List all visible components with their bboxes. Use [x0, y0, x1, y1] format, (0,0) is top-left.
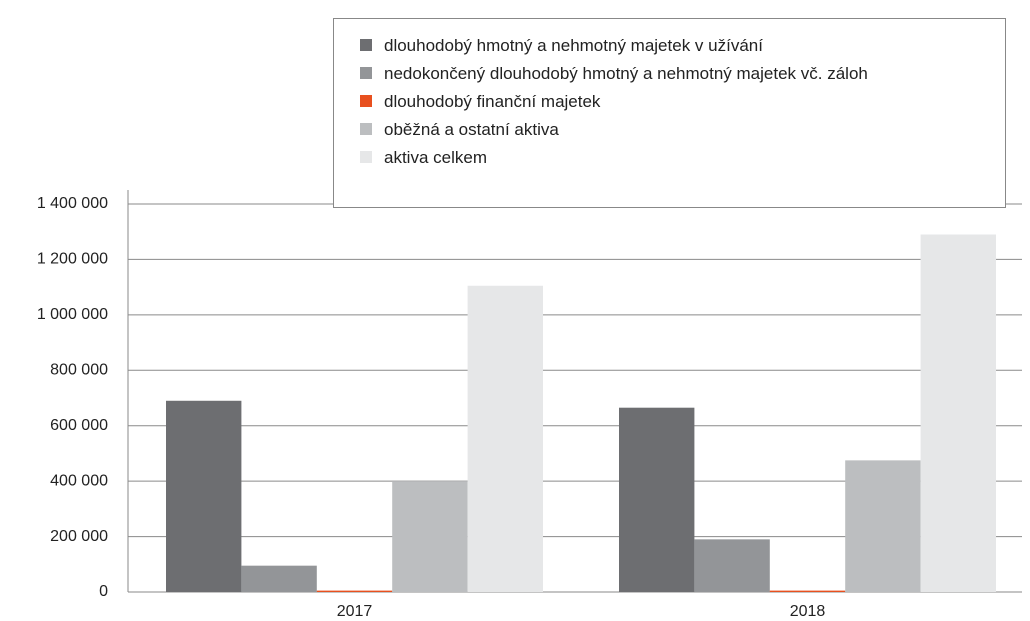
legend-swatch	[360, 67, 372, 79]
bar	[619, 407, 695, 592]
legend: dlouhodobý hmotný a nehmotný majetek v u…	[333, 18, 1006, 208]
y-tick-label: 1 000 000	[37, 306, 108, 323]
legend-item: oběžná a ostatní aktiva	[360, 117, 985, 142]
legend-item: dlouhodobý hmotný a nehmotný majetek v u…	[360, 33, 985, 58]
y-tick-label: 800 000	[50, 362, 108, 379]
x-tick-label: 2017	[337, 603, 373, 620]
legend-label: aktiva celkem	[384, 148, 487, 167]
x-tick-label: 2018	[790, 603, 826, 620]
bar	[694, 539, 770, 592]
bar	[166, 400, 242, 592]
legend-swatch	[360, 95, 372, 107]
bar	[467, 285, 543, 592]
bar	[769, 590, 846, 592]
y-tick-label: 600 000	[50, 417, 108, 434]
bar	[241, 565, 317, 592]
legend-swatch	[360, 151, 372, 163]
legend-swatch	[360, 39, 372, 51]
y-tick-label: 1 200 000	[37, 251, 108, 268]
bar	[392, 481, 468, 592]
bar	[920, 234, 996, 592]
legend-item: aktiva celkem	[360, 145, 985, 170]
bar	[845, 460, 921, 592]
y-tick-label: 0	[99, 583, 108, 600]
bar	[316, 590, 393, 592]
y-tick-label: 1 400 000	[37, 195, 108, 212]
legend-item: nedokončený dlouhodobý hmotný a nehmotný…	[360, 61, 985, 86]
legend-label: oběžná a ostatní aktiva	[384, 120, 559, 139]
legend-label: dlouhodobý finanční majetek	[384, 92, 601, 111]
y-tick-label: 400 000	[50, 472, 108, 489]
legend-item: dlouhodobý finanční majetek	[360, 89, 985, 114]
legend-swatch	[360, 123, 372, 135]
legend-label: dlouhodobý hmotný a nehmotný majetek v u…	[384, 36, 763, 55]
legend-label: nedokončený dlouhodobý hmotný a nehmotný…	[384, 64, 868, 83]
y-tick-label: 200 000	[50, 528, 108, 545]
